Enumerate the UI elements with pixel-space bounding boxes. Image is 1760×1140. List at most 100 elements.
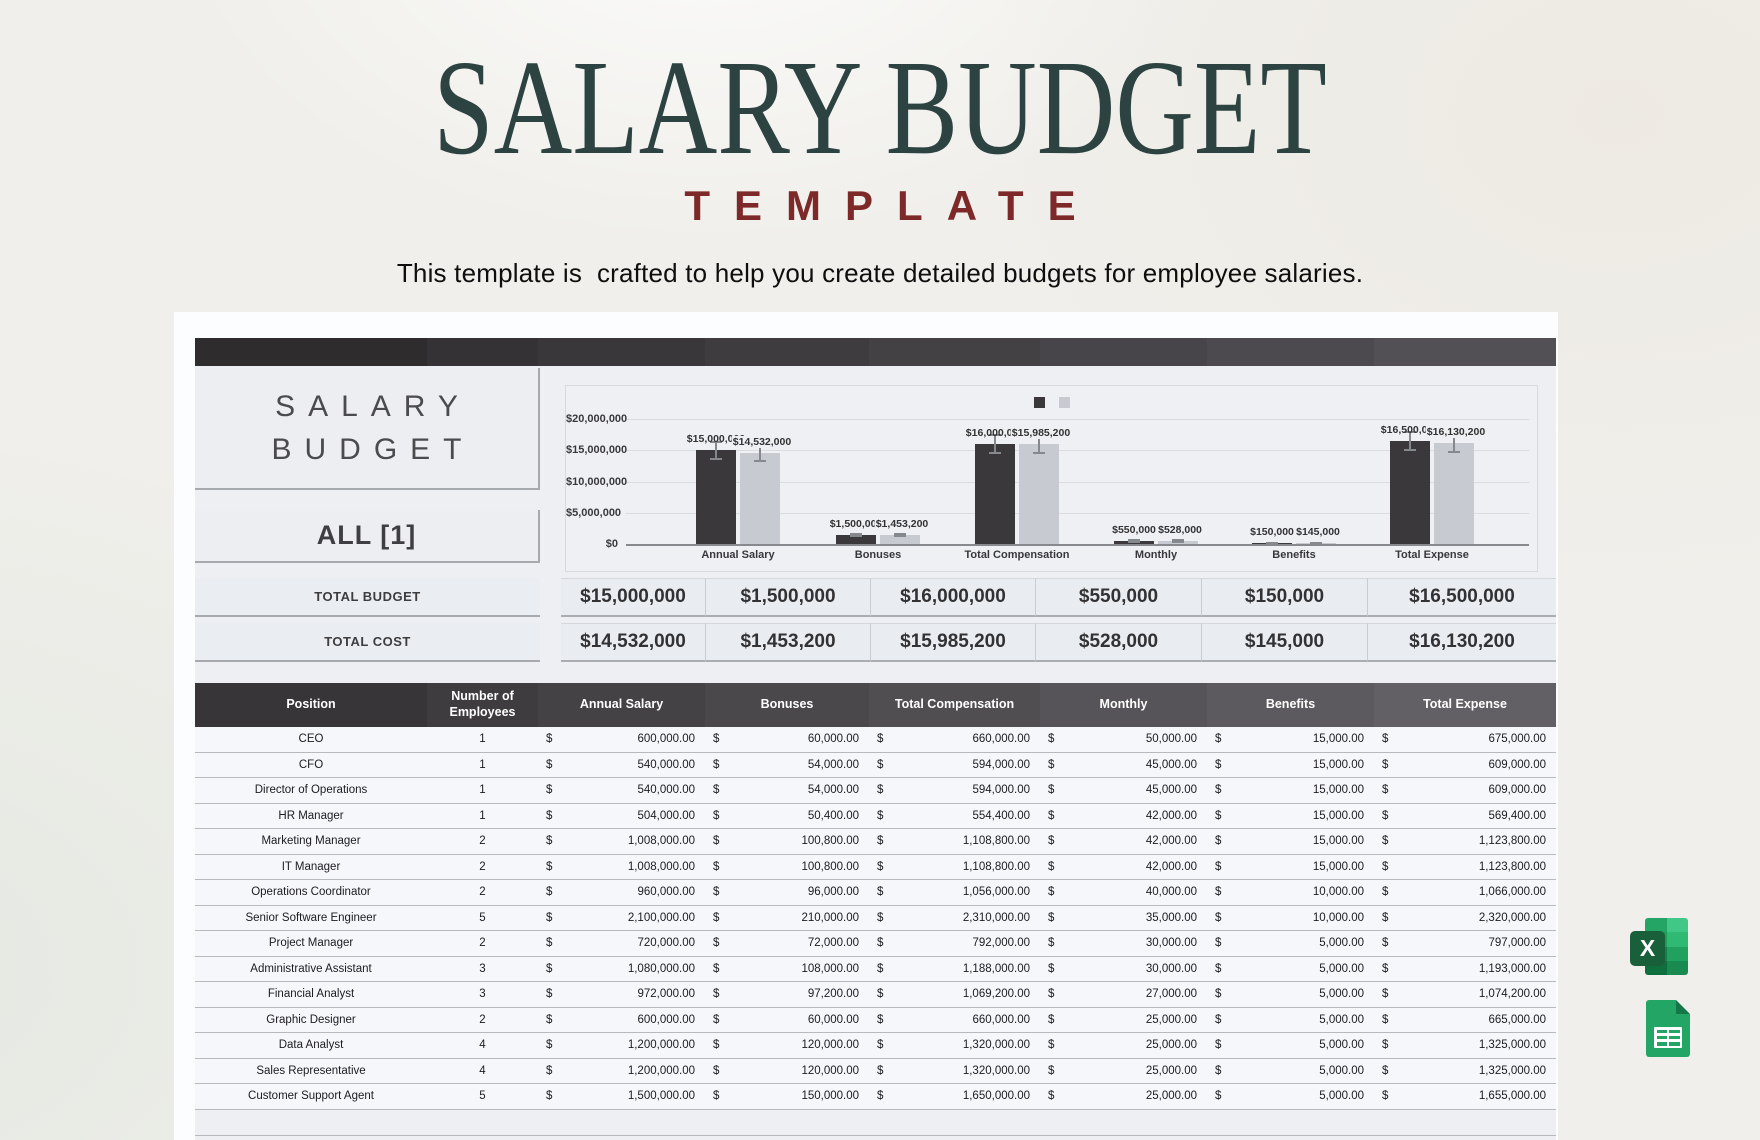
amount-value: 675,000.00 (1488, 733, 1546, 746)
sheet-top-bar-segment (869, 338, 1040, 366)
amount-value: 609,000.00 (1488, 758, 1546, 771)
currency-symbol: $ (713, 860, 720, 873)
bar-value-label: $16,000,000 (965, 427, 1025, 439)
y-axis-tick-label: $15,000,000 (566, 444, 628, 457)
currency-symbol: $ (1215, 962, 1222, 975)
x-axis-category-label: Total Compensation (964, 549, 1070, 561)
amount-cell: $15,000.00 (1207, 753, 1374, 778)
employees-cell: 4 (479, 1064, 486, 1077)
filter-label: ALL [1] (316, 520, 417, 550)
employees-cell: 5 (479, 1090, 486, 1103)
currency-symbol: $ (713, 937, 720, 950)
page-description: This template is crafted to help you cre… (396, 258, 1364, 288)
summary-value-cell: $1,500,000 (706, 578, 871, 617)
currency-symbol: $ (877, 1039, 884, 1052)
summary-value-cell: $16,000,000 (871, 578, 1036, 617)
amount-cell: $54,000.00 (705, 753, 869, 778)
amount-value: 5,000.00 (1319, 962, 1364, 975)
x-axis-category-label: Monthly (1134, 549, 1178, 561)
amount-value: 97,200.00 (807, 988, 859, 1001)
amount-value: 120,000.00 (801, 1064, 859, 1077)
amount-cell: $30,000.00 (1040, 931, 1207, 956)
position-cell: Operations Coordinator (251, 886, 371, 899)
table-row: Administrative Assistant 3 $1,080,000.00 $1… (195, 956, 1556, 982)
excel-sheet-cell (1666, 946, 1688, 961)
amount-value: 1,069,200.00 (962, 988, 1030, 1001)
filter-dropdown[interactable]: ALL [1] (195, 510, 540, 563)
amount-value: 540,000.00 (637, 758, 695, 771)
salary-table: Position Number of Employees Annual Salary… (195, 683, 1556, 1110)
currency-symbol: $ (713, 758, 720, 771)
bar-value-label: $14,532,000 (731, 436, 793, 449)
y-axis-tick-label: $0 (605, 538, 618, 550)
amount-cell: $1,123,800.00 (1374, 829, 1556, 854)
amount-cell: $1,200,000.00 (538, 1033, 705, 1058)
error-bar (1128, 539, 1140, 544)
amount-cell: $72,000.00 (705, 931, 869, 956)
total-budget-label: TOTAL BUDGET (195, 578, 540, 617)
summary-value-cell: $528,000 (1036, 623, 1202, 662)
table-row: Financial Analyst 3 $972,000.00 $97,200.00 $… (195, 982, 1556, 1008)
currency-symbol: $ (1215, 1064, 1222, 1077)
amount-cell: $1,188,000.00 (869, 957, 1040, 982)
currency-symbol: $ (713, 1039, 720, 1052)
employees-cell: 3 (479, 988, 486, 1001)
table-row: Data Analyst 4 $1,200,000.00 $120,000.00 $1,… (195, 1033, 1556, 1059)
currency-symbol: $ (1048, 784, 1055, 797)
currency-symbol: $ (877, 911, 884, 924)
amount-value: 54,000.00 (807, 758, 859, 771)
table-row: Marketing Manager 2 $1,008,000.00 $100,800.… (195, 829, 1556, 855)
amount-value: 792,000.00 (972, 937, 1030, 950)
amount-cell: $120,000.00 (705, 1033, 869, 1058)
x-axis-category-label: Annual Salary (701, 549, 775, 561)
currency-symbol: $ (1382, 835, 1389, 848)
amount-cell: $97,200.00 (705, 982, 869, 1007)
table-row: Operations Coordinator 2 $960,000.00 $96,00… (195, 880, 1556, 906)
sheet-top-bar-segment (1040, 338, 1207, 366)
currency-symbol: $ (877, 1064, 884, 1077)
currency-symbol: $ (713, 962, 720, 975)
amount-value: 210,000.00 (801, 911, 859, 924)
amount-value: 594,000.00 (972, 758, 1030, 771)
employees-cell: 1 (479, 758, 486, 771)
amount-value: 1,008,000.00 (627, 835, 695, 848)
position-cell: CEO (298, 733, 324, 746)
table-header-cell: Monthly (1040, 683, 1207, 727)
currency-symbol: $ (1048, 1013, 1055, 1026)
table-header-cell: Benefits (1207, 683, 1374, 727)
amount-value: 42,000.00 (1145, 835, 1197, 848)
currency-symbol: $ (877, 937, 884, 950)
amount-cell: $27,000.00 (1040, 982, 1207, 1007)
google-sheets-icon[interactable] (1646, 1000, 1690, 1057)
currency-symbol: $ (713, 733, 720, 746)
amount-cell: $10,000.00 (1207, 880, 1374, 905)
bar-value-label: $150,000 (1250, 526, 1294, 538)
sheets-grid-glyph (1654, 1027, 1682, 1048)
currency-symbol: $ (1215, 1039, 1222, 1052)
position-cell: Administrative Assistant (250, 962, 372, 975)
amount-value: 797,000.00 (1488, 937, 1546, 950)
sheet-top-bar-segment (1374, 338, 1556, 366)
amount-cell: $797,000.00 (1374, 931, 1556, 956)
amount-cell: $15,000.00 (1207, 727, 1374, 752)
amount-value: 2,320,000.00 (1478, 911, 1546, 924)
currency-symbol: $ (877, 784, 884, 797)
employees-cell: 4 (479, 1039, 486, 1052)
amount-value: 1,650,000.00 (962, 1090, 1030, 1103)
chart-gridline (626, 419, 1529, 420)
y-axis-tick-label: $20,000,000 (566, 413, 628, 425)
table-bottom-rule (195, 1135, 1556, 1136)
amount-cell: $45,000.00 (1040, 753, 1207, 778)
amount-value: 5,000.00 (1319, 1013, 1364, 1026)
amount-value: 50,400.00 (807, 809, 859, 822)
amount-cell: $5,000.00 (1207, 1059, 1374, 1084)
table-row: HR Manager 1 $504,000.00 $50,400.00 $554,400… (195, 803, 1556, 829)
position-cell: HR Manager (278, 809, 344, 822)
amount-value: 600,000.00 (637, 733, 695, 746)
currency-symbol: $ (546, 937, 553, 950)
excel-icon[interactable]: X (1630, 918, 1688, 976)
currency-symbol: $ (1215, 758, 1222, 771)
amount-value: 5,000.00 (1319, 988, 1364, 1001)
amount-cell: $660,000.00 (869, 727, 1040, 752)
amount-value: 972,000.00 (637, 988, 695, 1001)
